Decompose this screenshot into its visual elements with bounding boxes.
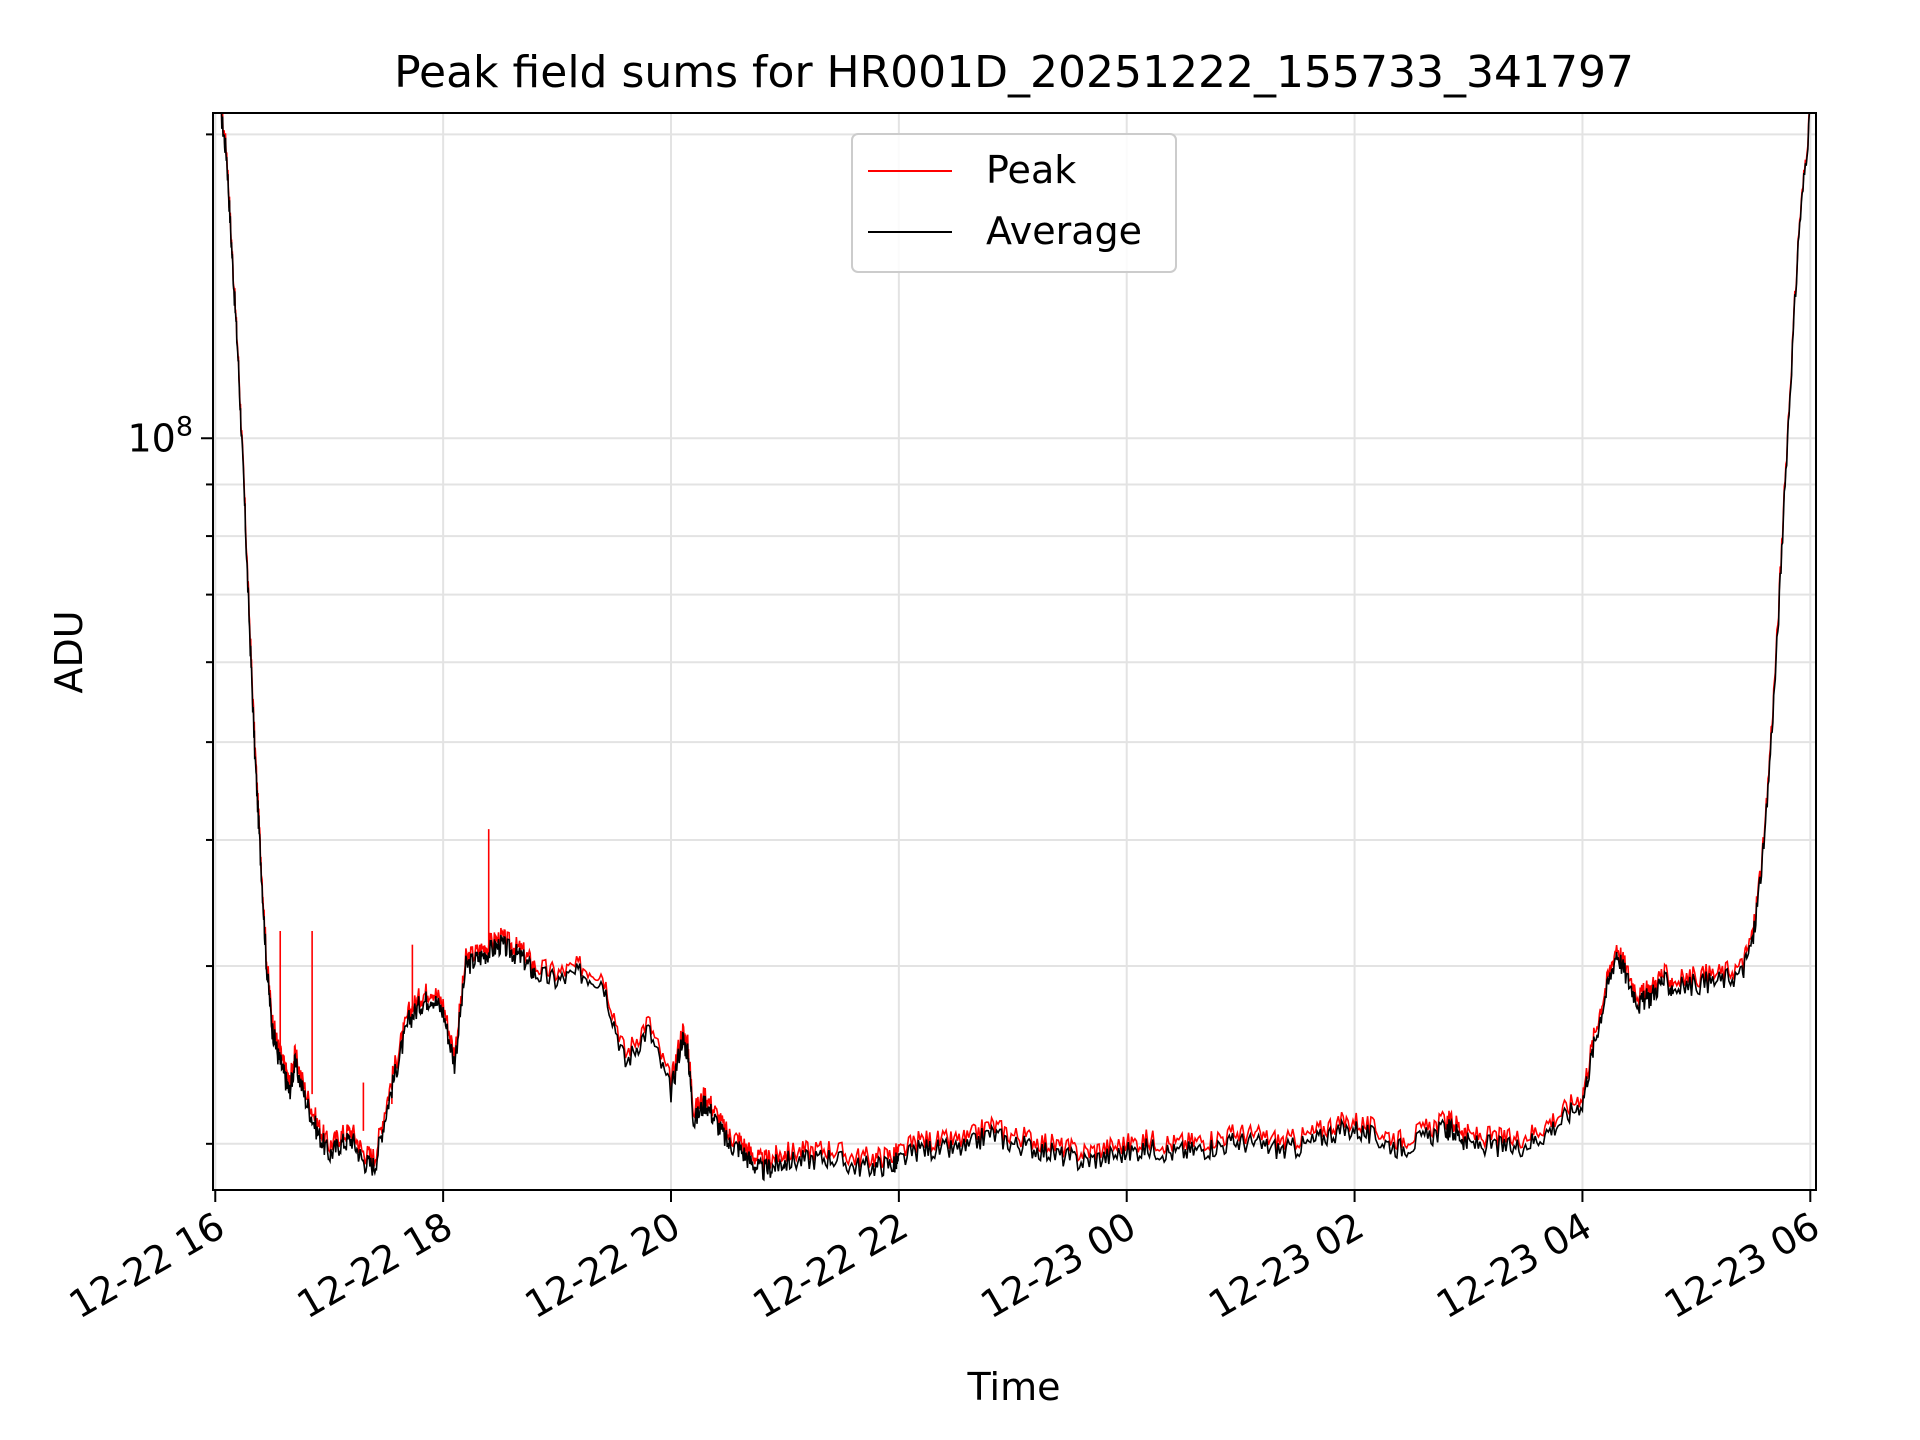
x-tick-label: 12-22 18 bbox=[290, 1204, 460, 1328]
x-tick-label: 12-23 04 bbox=[1429, 1204, 1599, 1328]
x-tick-label: 12-23 06 bbox=[1657, 1204, 1827, 1328]
y-tick-label: 108 bbox=[127, 411, 193, 460]
y-axis: 108 bbox=[127, 133, 213, 1145]
plot-frame bbox=[212, 112, 1817, 1191]
average-series-line bbox=[220, 113, 1811, 1182]
x-tick-label: 12-22 20 bbox=[518, 1204, 688, 1328]
legend-box bbox=[851, 133, 1177, 273]
y-axis-label: ADU bbox=[47, 610, 91, 693]
legend: Peak Average bbox=[851, 133, 1177, 273]
x-tick-label: 12-22 22 bbox=[745, 1204, 915, 1328]
x-tick-label: 12-23 00 bbox=[973, 1204, 1143, 1328]
x-tick-label: 12-23 02 bbox=[1201, 1204, 1371, 1328]
plot-area bbox=[220, 113, 1811, 1182]
x-axis: 12-22 16 12-22 18 12-22 20 12-22 22 12-23 00… bbox=[62, 1190, 1827, 1327]
chart-title: Peak field sums for HR001D_20251222_1557… bbox=[394, 47, 1634, 98]
x-tick-label: 12-22 16 bbox=[62, 1204, 232, 1328]
legend-peak-label: Peak bbox=[986, 148, 1076, 192]
grid bbox=[213, 113, 1816, 1190]
x-axis-label: Time bbox=[967, 1365, 1061, 1409]
series-group bbox=[220, 113, 1811, 1182]
legend-average-label: Average bbox=[986, 209, 1142, 253]
